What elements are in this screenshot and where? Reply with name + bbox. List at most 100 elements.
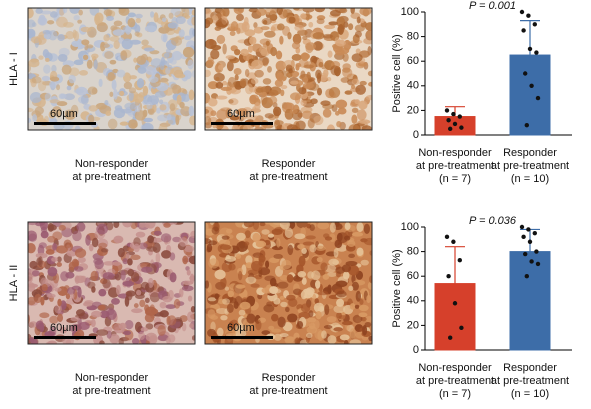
cell (47, 222, 54, 232)
cell (279, 295, 285, 300)
cell (109, 91, 114, 97)
cell (159, 104, 167, 111)
cell (208, 97, 218, 107)
x-tick-label: at pre-treatment (491, 160, 569, 172)
cell (323, 24, 336, 30)
cell (367, 281, 372, 290)
y-tick-label: 100 (401, 6, 419, 18)
cell (126, 291, 133, 301)
cell (313, 41, 323, 51)
cell (326, 316, 337, 323)
cell (28, 242, 36, 254)
cell (344, 222, 351, 231)
cell (127, 12, 136, 18)
cell (329, 222, 336, 233)
cell (165, 304, 176, 309)
cell (226, 60, 234, 72)
cell (342, 320, 353, 326)
cell (73, 259, 80, 267)
cell (162, 295, 173, 303)
cell (265, 40, 270, 46)
cell (135, 13, 143, 19)
cell (150, 308, 159, 315)
scale-bar-label: 60µm (50, 108, 78, 120)
cell (65, 339, 72, 344)
cell (118, 337, 124, 344)
cell (369, 275, 372, 284)
y-axis-label: Positive cell (%) (391, 249, 403, 327)
cell (149, 335, 158, 344)
cell (205, 69, 211, 78)
cell (222, 8, 230, 17)
cell (302, 35, 308, 41)
cell (268, 95, 278, 105)
data-point (451, 239, 456, 244)
cell (107, 71, 116, 81)
cell (79, 70, 88, 76)
cell (302, 8, 315, 13)
scale-bar-label: 60µm (50, 322, 78, 334)
data-point (529, 259, 534, 264)
cell (271, 313, 279, 322)
data-point (534, 50, 539, 55)
cell (28, 117, 32, 124)
cell (140, 327, 149, 332)
caption: Responder (262, 158, 316, 170)
bar (509, 54, 551, 136)
cell (279, 35, 284, 45)
cell (99, 340, 105, 344)
cell (348, 23, 354, 31)
x-tick-label: at pre-treatment (416, 375, 494, 387)
cell (210, 49, 220, 60)
cell (287, 244, 294, 256)
cell (264, 275, 276, 282)
cell (364, 322, 372, 328)
cell (38, 55, 44, 60)
cell (109, 36, 120, 42)
cell (343, 340, 349, 344)
cell (45, 249, 55, 255)
cell (191, 16, 195, 26)
cell (105, 110, 112, 116)
cell (285, 306, 290, 313)
cell (149, 292, 160, 303)
cell (31, 76, 42, 84)
cell (91, 310, 102, 318)
cell (133, 237, 141, 247)
cell (335, 99, 348, 109)
cell (313, 115, 324, 126)
annotation: P = 0.036 (469, 215, 517, 227)
cell (184, 245, 195, 253)
cell (342, 63, 351, 71)
cell (333, 327, 343, 332)
cell (337, 107, 347, 115)
cell (222, 298, 231, 305)
cell (59, 93, 67, 99)
cell (349, 328, 356, 339)
cell (315, 311, 322, 320)
cell (77, 286, 82, 298)
cell (234, 295, 243, 306)
cell (152, 237, 163, 243)
cell (243, 326, 251, 332)
cell (229, 115, 240, 121)
cell (333, 305, 346, 314)
cell (162, 34, 167, 43)
cell (258, 254, 266, 263)
cell (297, 271, 307, 278)
cell (245, 262, 253, 269)
cell (34, 293, 42, 304)
cell (35, 8, 43, 14)
data-point (457, 114, 462, 119)
y-tick-label: 40 (407, 295, 419, 307)
cell (261, 119, 267, 130)
cell (259, 222, 266, 227)
cell (205, 222, 209, 233)
cell (88, 243, 94, 252)
cell (301, 110, 313, 120)
cell (30, 36, 41, 44)
cell (222, 80, 228, 86)
cell (268, 325, 275, 331)
cell (58, 224, 66, 231)
cell (283, 102, 295, 111)
